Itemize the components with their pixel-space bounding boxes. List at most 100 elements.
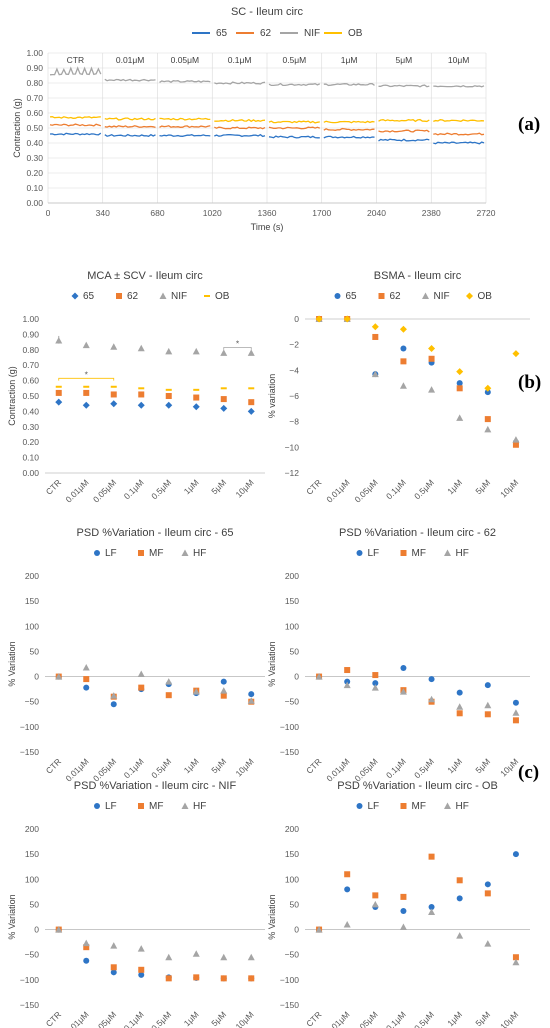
psd62-y-tick: −50: [285, 697, 300, 707]
psd65-point-hf: [192, 688, 200, 695]
mca-point-65: [220, 404, 228, 412]
psd65-x-tick: 5μM: [209, 756, 228, 775]
psd65-x-tick: 1μM: [182, 756, 201, 775]
mca-x-tick: 5μM: [209, 477, 228, 496]
psd62-legend-swatch: [400, 550, 407, 556]
mca-x-tick: 10μM: [233, 477, 255, 499]
bsma-point-nif: [456, 414, 464, 421]
mca-point-65: [110, 400, 118, 408]
psdnif-y-tick: 200: [25, 824, 39, 834]
psdob-point-lf: [400, 907, 407, 914]
psdnif-legend-label: MF: [149, 801, 163, 812]
mca-point-nif: [82, 341, 90, 349]
psdob-y-tick: −150: [280, 1000, 299, 1010]
psdnif-point-mf: [83, 944, 90, 951]
sc-y-tick: 0.00: [26, 198, 43, 208]
psd65-point-hf: [137, 670, 145, 678]
sc-segment-label: CTR: [67, 55, 84, 65]
sc-segment-label: 0.5μM: [282, 55, 306, 65]
psdnif-point-hf: [110, 942, 118, 949]
mca-bracket-nif: [223, 347, 252, 350]
psdnif-y-label: % Variation: [7, 894, 17, 939]
psdob-legend-swatch: [444, 802, 451, 809]
psdnif-x-tick: 0.05μM: [91, 1009, 118, 1028]
psdob-point-hf: [399, 923, 407, 931]
mca-point-62: [55, 389, 62, 396]
mca-point-62: [138, 391, 145, 398]
psdob-y-tick: 200: [285, 824, 299, 834]
sc-series-ob: [49, 116, 485, 124]
psd62-point-lf: [344, 678, 351, 685]
psdob-point-lf: [344, 886, 351, 893]
mca-legend-swatch: [204, 295, 210, 297]
psd65-point-mf: [83, 676, 90, 683]
mca-point-65: [55, 398, 63, 406]
psdob-y-tick: 100: [285, 874, 299, 884]
mca-point-62: [83, 389, 90, 396]
sc-legend-label: 65: [216, 28, 228, 39]
bsma-point-65: [456, 380, 463, 387]
psdnif-x-tick: 10μM: [233, 1009, 255, 1028]
bsma-x-tick: 0.1μM: [384, 477, 408, 501]
mca-point-nif: [137, 344, 145, 352]
psd62-point-hf: [343, 681, 351, 689]
bsma-legend-label: NIF: [434, 291, 450, 302]
mca-point-nif: [192, 347, 200, 355]
bsma-legend-swatch: [466, 292, 473, 300]
psd62-point-mf: [484, 711, 491, 718]
psd62-point-mf: [456, 710, 463, 717]
psd62-point-mf: [344, 667, 351, 674]
sc-y-label: Contraction (g): [12, 98, 22, 158]
mca-point-65: [165, 401, 173, 409]
mca-point-62: [165, 393, 172, 399]
psd62-legend-label: HF: [456, 548, 469, 559]
psd62-point-hf: [399, 688, 407, 695]
mca-point-65: [247, 407, 255, 415]
psd62-point-lf: [400, 665, 407, 672]
panel-label-a: (a): [518, 114, 540, 135]
psdob-point-hf: [484, 940, 492, 947]
psd65-x-tick: 0.1μM: [122, 756, 146, 780]
psdnif-title: PSD %Variation - Ileum circ - NIF: [74, 780, 237, 792]
sc-x-tick: 2380: [422, 208, 441, 218]
sc-x-tick: 340: [96, 208, 110, 218]
bsma-x-tick: 5μM: [473, 477, 492, 496]
psdob-point-lf: [456, 895, 463, 902]
sc-y-tick: 0.60: [26, 108, 43, 118]
psd62-x-tick: CTR: [304, 756, 323, 775]
mca-point-ob: [193, 388, 200, 391]
psd62-y-tick: −150: [280, 747, 299, 757]
psd62-legend-swatch: [444, 549, 451, 556]
psd62-x-tick: 5μM: [473, 756, 492, 775]
mca-legend-label: 65: [83, 291, 95, 302]
mca-point-65: [137, 401, 145, 409]
psd62-point-lf: [456, 689, 463, 696]
bsma-y-tick: −6: [289, 391, 299, 401]
psdob-point-mf: [456, 877, 463, 884]
psd62-y-tick: 0: [294, 672, 299, 682]
psd62-point-mf: [512, 717, 519, 724]
psdnif-y-tick: 50: [30, 899, 40, 909]
psdob-y-tick: 0: [294, 925, 299, 935]
mca-point-ob: [138, 387, 145, 390]
psdnif-x-tick: 5μM: [209, 1009, 228, 1028]
bsma-point-nif: [428, 386, 436, 393]
psdnif-y-tick: 150: [25, 849, 39, 859]
sc-legend-label: OB: [348, 28, 363, 39]
psdnif-y-tick: −100: [20, 975, 39, 985]
psd65-y-tick: 150: [25, 596, 39, 606]
sc-segment-label: 5μM: [396, 55, 413, 65]
mca-legend-swatch: [159, 292, 167, 299]
psdnif-x-tick: 0.01μM: [63, 1009, 90, 1028]
bsma-y-tick: −8: [289, 417, 299, 427]
psdob-point-mf: [400, 893, 407, 900]
psdob-x-tick: 1μM: [445, 1009, 464, 1028]
bsma-x-tick: 0.5μM: [412, 477, 436, 501]
psdnif-x-tick: CTR: [44, 1009, 63, 1028]
psd65-legend-label: HF: [193, 548, 206, 559]
psdnif-x-tick: 0.5μM: [149, 1009, 173, 1028]
mca-y-tick: 0.90: [22, 329, 39, 339]
sc-y-tick: 1.00: [26, 48, 43, 58]
mca-legend-swatch: [116, 293, 122, 299]
